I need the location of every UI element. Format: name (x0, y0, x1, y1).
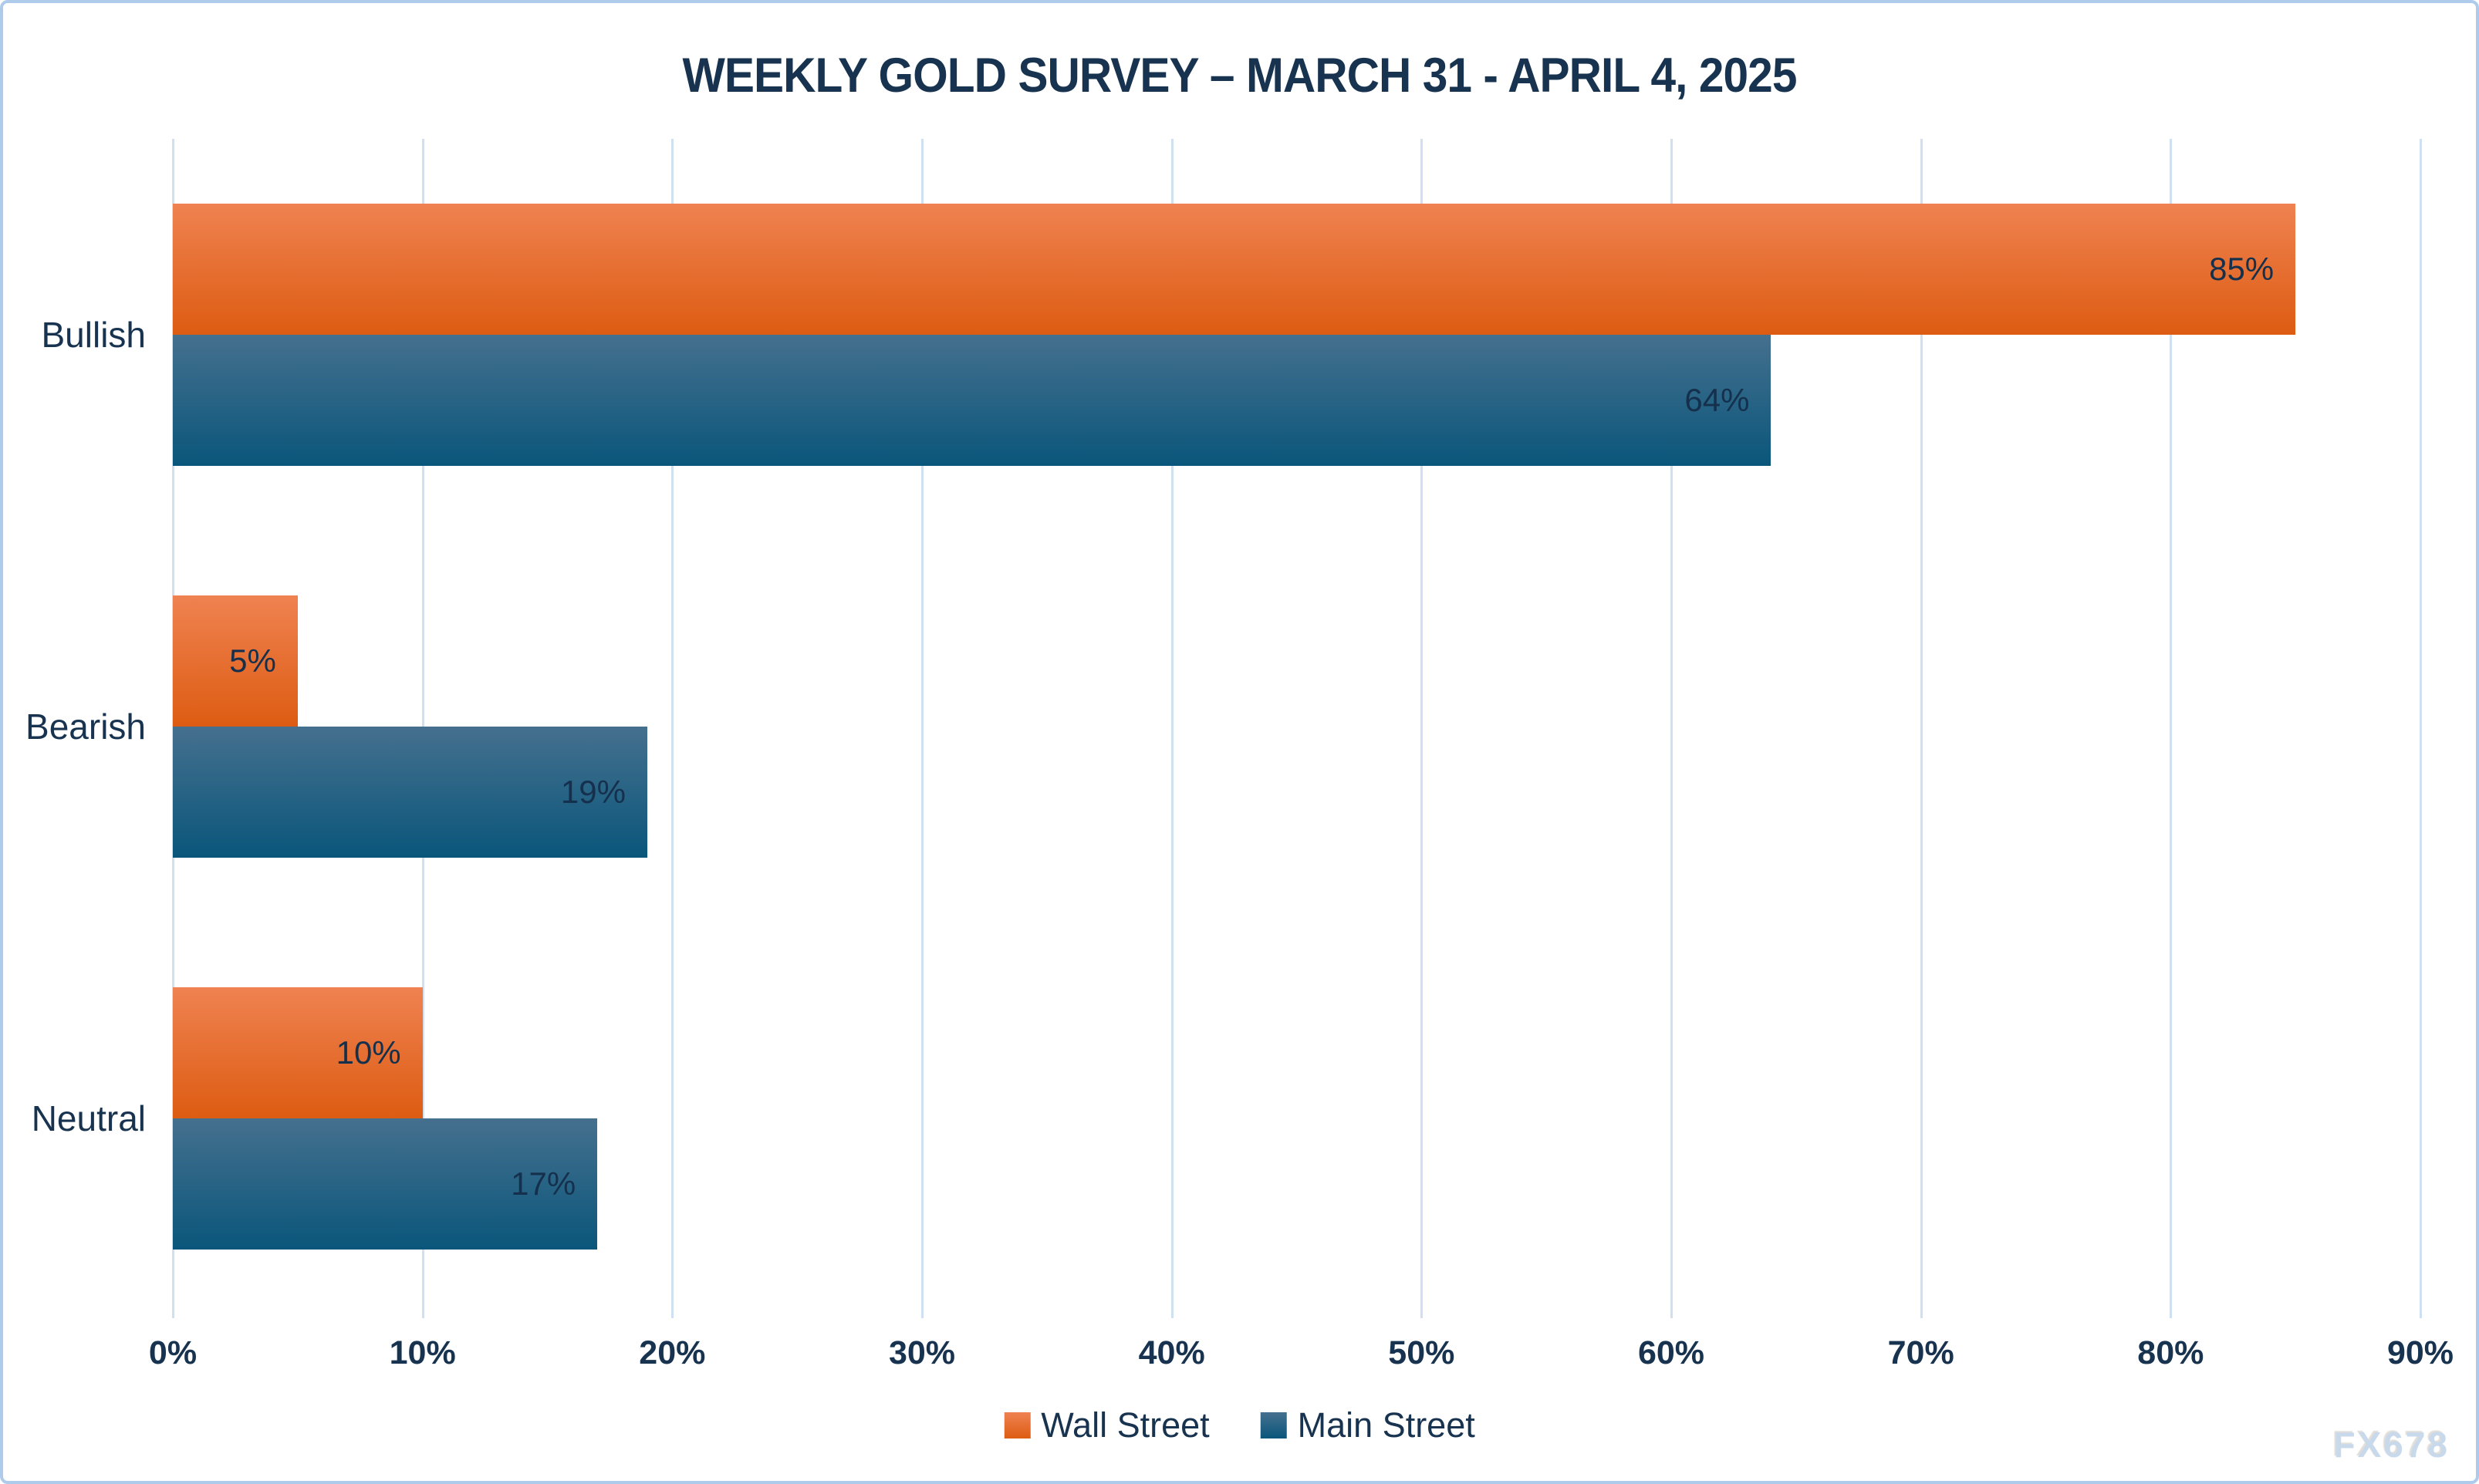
x-tick-label: 60% (1637, 1334, 1705, 1371)
bar-main-street-neutral: 17% (173, 1118, 598, 1250)
legend-label: Main Street (1297, 1405, 1475, 1445)
legend-item-main-street: Main Street (1260, 1405, 1475, 1445)
gridline-40 (1170, 139, 1174, 1318)
gridline-50 (1420, 139, 1424, 1318)
bar-main-street-bullish: 64% (173, 335, 1771, 466)
x-tick-label: 20% (639, 1334, 706, 1371)
bar-value-label: 10% (336, 1034, 401, 1071)
category-label-bullish: Bullish (41, 315, 146, 355)
legend: Wall Street Main Street (1004, 1405, 1475, 1445)
gridline-60 (1670, 139, 1673, 1318)
plot-area: Bullish Bearish Neutral 85% 64% 5% 19% 10% 17% … (3, 3, 2476, 1481)
watermark: FX678 (2333, 1425, 2450, 1465)
legend-swatch-wall-street (1004, 1412, 1031, 1438)
x-tick-label: 80% (2137, 1334, 2204, 1371)
gridline-30 (921, 139, 924, 1318)
x-tick-label: 0% (148, 1334, 198, 1371)
category-label-bearish: Bearish (25, 707, 146, 747)
x-tick-label: 30% (888, 1334, 956, 1371)
bar-wall-street-neutral: 10% (173, 987, 423, 1118)
legend-swatch-main-street (1260, 1412, 1287, 1438)
gridline-80 (2170, 139, 2173, 1318)
bar-value-label: 64% (1684, 382, 1750, 418)
chart-title: WEEKLY GOLD SURVEY – MARCH 31 - APRIL 4,… (682, 49, 1798, 103)
x-tick-label: 70% (1887, 1334, 1954, 1371)
bar-value-label: 19% (560, 774, 626, 810)
x-tick-label: 50% (1388, 1334, 1455, 1371)
category-label-neutral: Neutral (31, 1098, 146, 1138)
bar-value-label: 17% (511, 1165, 576, 1202)
x-tick-label: 40% (1138, 1334, 1205, 1371)
bar-main-street-bearish: 19% (173, 727, 647, 858)
x-tick-label: 10% (389, 1334, 456, 1371)
legend-label: Wall Street (1041, 1405, 1210, 1445)
gridline-20 (671, 139, 674, 1318)
gridline-90 (2420, 139, 2422, 1318)
bar-wall-street-bullish: 85% (173, 204, 2296, 335)
bar-wall-street-bearish: 5% (173, 595, 298, 727)
legend-item-wall-street: Wall Street (1004, 1405, 1210, 1445)
bar-value-label: 5% (229, 643, 276, 679)
bar-value-label: 85% (2209, 251, 2275, 287)
gridline-70 (1920, 139, 1923, 1318)
x-tick-label: 90% (2386, 1334, 2454, 1371)
